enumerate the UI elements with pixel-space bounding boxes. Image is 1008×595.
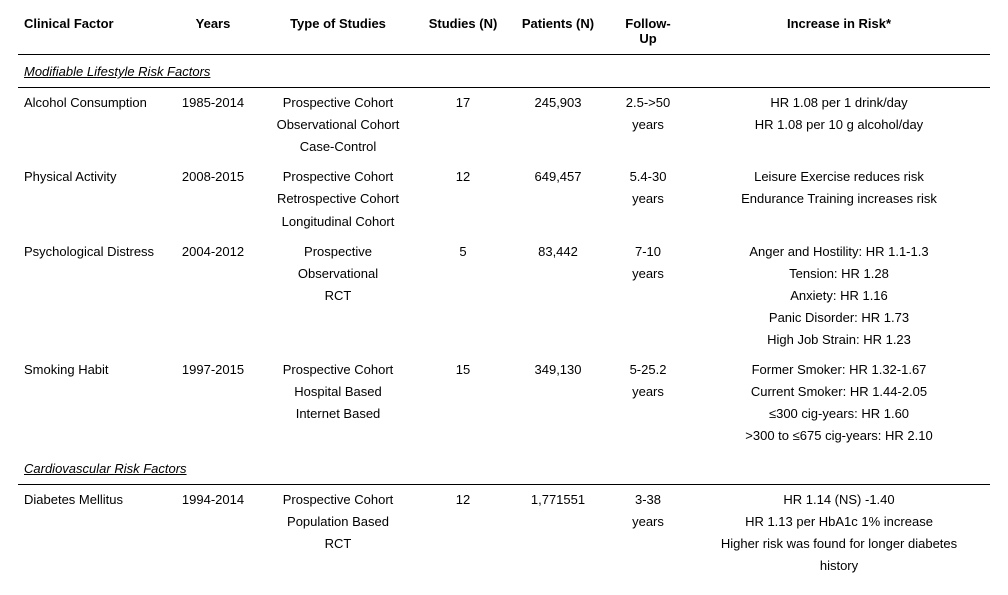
cell-years: 1985-2014 (168, 88, 258, 163)
row-physical: Physical Activity 2008-2015 Prospective … (18, 162, 990, 236)
cell-risk: Leisure Exercise reduces risk Endurance … (688, 162, 990, 236)
section-modifiable: Modifiable Lifestyle Risk Factors (18, 55, 990, 88)
cell-followup: 2.5->50 years (608, 88, 688, 163)
cell-factor: Smoking Habit (18, 355, 168, 451)
cell-studies: 12 (418, 484, 508, 581)
cell-risk: HR 1.08 per 1 drink/day HR 1.08 per 10 g… (688, 88, 990, 163)
cell-years: 2008-2015 (168, 162, 258, 236)
cell-patients: 649,457 (508, 162, 608, 236)
cell-followup: 5.4-30 years (608, 162, 688, 236)
cell-followup: 3-38 years (608, 484, 688, 581)
row-smoking: Smoking Habit 1997-2015 Prospective Coho… (18, 355, 990, 451)
col-increase-in-risk: Increase in Risk* (688, 12, 990, 55)
cell-types: Prospective Observational RCT (258, 237, 418, 355)
cell-factor: Alcohol Consumption (18, 88, 168, 163)
cell-patients: 245,903 (508, 88, 608, 163)
cell-types: Prospective Cohort Hospital Based Intern… (258, 355, 418, 451)
col-years: Years (168, 12, 258, 55)
cell-years: 2004-2012 (168, 237, 258, 355)
cell-factor: Physical Activity (18, 162, 168, 236)
cell-studies: 17 (418, 88, 508, 163)
cell-years: 1994-2014 (168, 484, 258, 581)
row-alcohol: Alcohol Consumption 1985-2014 Prospectiv… (18, 88, 990, 163)
cell-patients: 349,130 (508, 355, 608, 451)
cell-types: Prospective Cohort Observational Cohort … (258, 88, 418, 163)
cell-risk: Former Smoker: HR 1.32-1.67 Current Smok… (688, 355, 990, 451)
col-clinical-factor: Clinical Factor (18, 12, 168, 55)
cell-types: Prospective Cohort Population Based RCT (258, 484, 418, 581)
row-diabetes: Diabetes Mellitus 1994-2014 Prospective … (18, 484, 990, 581)
row-psych: Psychological Distress 2004-2012 Prospec… (18, 237, 990, 355)
cell-studies: 5 (418, 237, 508, 355)
cell-patients: 83,442 (508, 237, 608, 355)
cell-risk: HR 1.14 (NS) -1.40 HR 1.13 per HbA1c 1% … (688, 484, 990, 581)
cell-patients: 1,771551 (508, 484, 608, 581)
cell-factor: Diabetes Mellitus (18, 484, 168, 581)
risk-factors-table: Clinical Factor Years Type of Studies St… (18, 12, 990, 581)
cell-followup: 5-25.2 years (608, 355, 688, 451)
cell-followup: 7-10 years (608, 237, 688, 355)
cell-years: 1997-2015 (168, 355, 258, 451)
col-patients-n: Patients (N) (508, 12, 608, 55)
cell-types: Prospective Cohort Retrospective Cohort … (258, 162, 418, 236)
cell-studies: 15 (418, 355, 508, 451)
cell-risk: Anger and Hostility: HR 1.1-1.3 Tension:… (688, 237, 990, 355)
section-cardio: Cardiovascular Risk Factors (18, 452, 990, 485)
header-row: Clinical Factor Years Type of Studies St… (18, 12, 990, 55)
col-studies-n: Studies (N) (418, 12, 508, 55)
cell-studies: 12 (418, 162, 508, 236)
col-follow-up: Follow- Up (608, 12, 688, 55)
cell-factor: Psychological Distress (18, 237, 168, 355)
col-type-of-studies: Type of Studies (258, 12, 418, 55)
